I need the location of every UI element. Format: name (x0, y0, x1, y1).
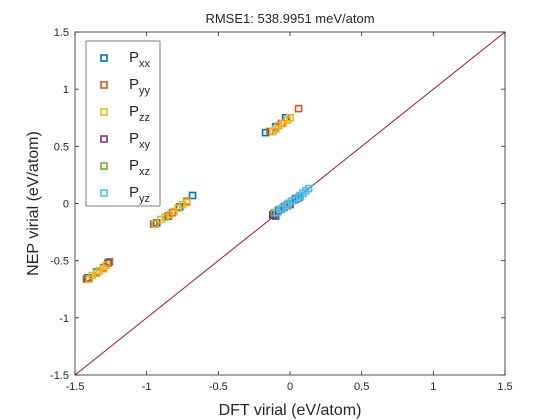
legend-label-yy: Pyy (129, 76, 151, 97)
legend-label-xz: Pxz (129, 157, 150, 178)
data-point-p-zz (102, 261, 111, 270)
legend-label-xx: Pxx (129, 49, 151, 70)
legend-marker-xy (100, 135, 108, 143)
x-tick-label: -1.5 (66, 381, 85, 393)
legend-box (85, 40, 161, 207)
data-point-p-yz (304, 184, 313, 193)
y-tick-label: -0.5 (50, 256, 69, 268)
x-axis-label: DFT virial (eV/atom) (219, 402, 362, 419)
x-tick-label: 1.5 (497, 381, 512, 393)
data-point-p-yy (294, 104, 303, 113)
y-tick-label: 1 (63, 84, 69, 96)
legend-marker-yz (100, 189, 108, 197)
axis-ticks-layer: -1.5 -1 -0.5 0 0.5 1 1.5 -1.5 -1 -0.5 0 0.5 1 1.5 (50, 27, 513, 393)
data-point-p-xx (188, 191, 197, 200)
chart-title: RMSE1: 538.9951 meV/atom (205, 11, 374, 26)
y-tick-label: 1.5 (54, 27, 69, 39)
x-tick-label: 0.5 (354, 381, 369, 393)
x-tick-label: -1 (142, 381, 152, 393)
data-point-p-zz (286, 113, 294, 122)
legend-label-yz: Pyz (129, 184, 150, 205)
y-tick-label: -1 (59, 313, 69, 325)
y-axis-label: NEP virial (eV/atom) (25, 131, 42, 276)
legend-label-zz: Pzz (129, 103, 150, 124)
y-tick-label: 0.5 (54, 141, 69, 153)
x-tick-label: 1 (430, 381, 436, 393)
data-point-p-zz (151, 220, 160, 228)
data-point-p-xx (261, 128, 270, 137)
legend-label-xy: Pxy (129, 130, 151, 151)
y-tick-label: -1.5 (50, 370, 69, 382)
x-tick-label: 0 (287, 381, 293, 393)
legend-marker-yy (100, 81, 108, 89)
legend-marker-xz (100, 162, 108, 170)
y-tick-label: 0 (63, 199, 69, 211)
legend: Pxx Pyy Pzz Pxy Pxz Pyz (85, 40, 161, 207)
data-points-layer (82, 104, 313, 283)
x-tick-label: -0.5 (209, 381, 228, 393)
legend-marker-zz (100, 108, 108, 116)
data-point-p-zz (183, 198, 191, 207)
legend-marker-xx (100, 54, 108, 62)
